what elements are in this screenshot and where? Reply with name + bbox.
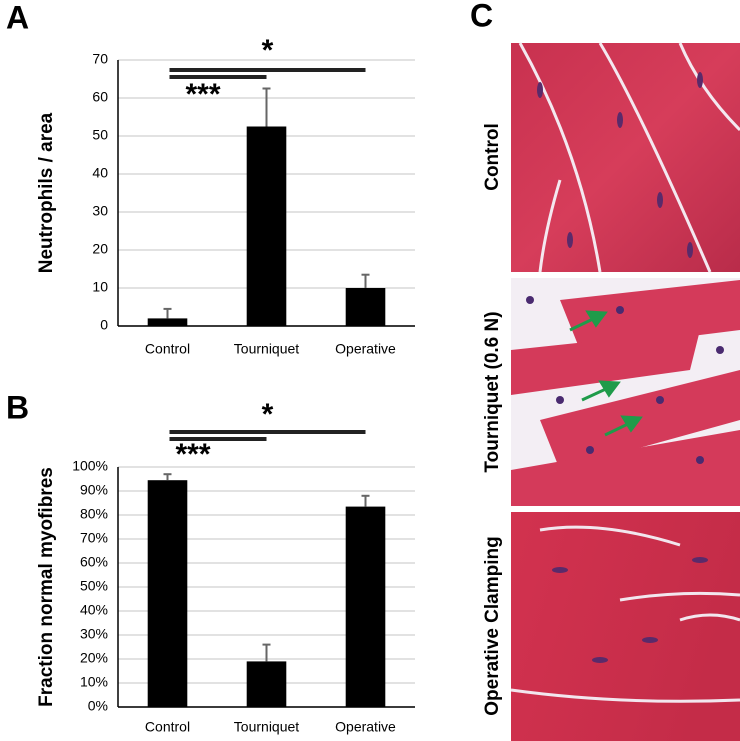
y-axis-label: Fraction normal myofibres	[36, 467, 57, 707]
bar	[345, 288, 386, 326]
y-tick-label: 20	[92, 241, 108, 257]
y-tick-label: 50	[92, 127, 108, 143]
image-nuclei	[552, 557, 708, 663]
image-detail	[518, 42, 740, 273]
bar	[147, 318, 188, 326]
x-tick-label: Control	[145, 719, 190, 735]
x-tick-label: Tourniquet	[234, 719, 299, 735]
y-tick-label: 80%	[80, 506, 108, 522]
y-tick-label: 70	[92, 51, 108, 67]
significance-label: *	[262, 34, 274, 67]
image-operative	[511, 512, 740, 741]
significance-label: ***	[175, 438, 210, 471]
x-tick-label: Operative	[335, 719, 396, 735]
y-tick-label: 40%	[80, 602, 108, 618]
panel-letter: A	[6, 0, 29, 35]
bar	[246, 126, 287, 326]
y-tick-label: 10	[92, 279, 108, 295]
significance-label: ***	[185, 78, 220, 111]
y-tick-label: 40	[92, 165, 108, 181]
arrows	[569, 310, 643, 437]
x-tick-label: Operative	[335, 341, 396, 357]
y-tick-label: 70%	[80, 530, 108, 546]
y-tick-label: 10%	[80, 674, 108, 690]
x-tick-label: Tourniquet	[234, 341, 299, 357]
x-tick-label: Control	[145, 341, 190, 357]
y-tick-label: 30	[92, 203, 108, 219]
panel-letter: B	[6, 389, 29, 425]
y-tick-label: 60%	[80, 554, 108, 570]
histology-images	[510, 42, 740, 741]
image-label: Operative Clamping	[482, 536, 503, 716]
y-axis-label: Neutrophils / area	[36, 112, 57, 273]
y-tick-label: 20%	[80, 650, 108, 666]
significance-label: *	[262, 398, 274, 431]
image-label: Tourniquet (0.6 N)	[482, 311, 503, 472]
image-nuclei	[526, 296, 724, 464]
y-tick-label: 90%	[80, 482, 108, 498]
bar	[246, 661, 287, 707]
panel-letter: C	[470, 0, 493, 33]
image-label: Control	[482, 123, 503, 191]
y-tick-label: 30%	[80, 626, 108, 642]
image-nuclei	[537, 72, 703, 258]
image-detail	[510, 525, 740, 703]
y-tick-label: 50%	[80, 578, 108, 594]
bar	[147, 480, 188, 707]
y-tick-label: 0%	[88, 698, 108, 714]
y-tick-label: 0	[100, 317, 108, 333]
y-tick-label: 100%	[72, 458, 108, 474]
bar	[345, 506, 386, 707]
y-tick-label: 60	[92, 89, 108, 105]
